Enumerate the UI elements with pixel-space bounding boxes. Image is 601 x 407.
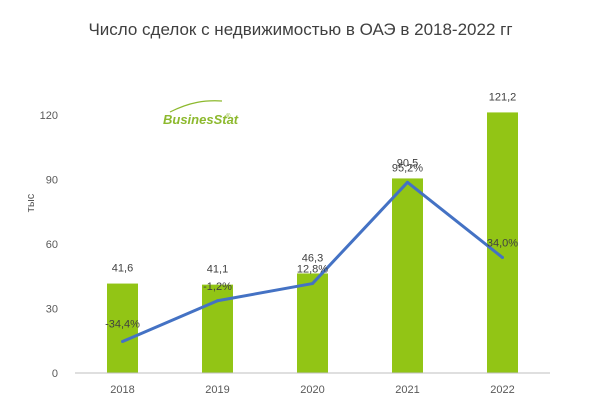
x-tick-label: 2022 bbox=[490, 384, 514, 396]
x-tick-label: 2019 bbox=[205, 384, 229, 396]
y-tick-label: 60 bbox=[46, 239, 58, 251]
growth-point-2022 bbox=[501, 256, 504, 260]
growth-point-2018 bbox=[121, 340, 124, 344]
bar-value-label: 41,1 bbox=[207, 264, 228, 276]
logo-swoosh bbox=[169, 100, 223, 113]
y-tick-label: 0 bbox=[52, 368, 58, 380]
growth-point-2019 bbox=[216, 299, 219, 303]
y-axis-label: тыс bbox=[25, 193, 37, 212]
growth-point-2021 bbox=[406, 180, 409, 184]
y-tick-label: 30 bbox=[46, 304, 58, 316]
bar-2018 bbox=[107, 283, 138, 373]
chart-title: Число сделок с недвижимостью в ОАЭ в 201… bbox=[88, 20, 513, 39]
growth-point-2020 bbox=[311, 282, 314, 286]
growth-value-label: -1,2% bbox=[203, 281, 232, 293]
logo-trademark: ® bbox=[226, 113, 231, 120]
bar-value-label: 41,6 bbox=[112, 263, 133, 275]
growth-value-label: -34,4% bbox=[105, 319, 140, 331]
x-tick-label: 2020 bbox=[300, 384, 324, 396]
x-tick-label: 2021 bbox=[395, 384, 419, 396]
bar-2022 bbox=[487, 112, 518, 374]
bar-value-label: 46,3 bbox=[302, 252, 323, 264]
growth-value-label: 12,8% bbox=[297, 264, 328, 276]
x-tick-label: 2018 bbox=[110, 384, 134, 396]
logo-text: BusinesStat bbox=[163, 112, 239, 127]
bar-value-label: 121,2 bbox=[489, 91, 517, 103]
growth-value-label: 34,0% bbox=[487, 238, 518, 250]
bar-value-label: 90,5 bbox=[397, 157, 418, 169]
growth-value-label: 95,2% bbox=[392, 162, 423, 174]
y-tick-label: 90 bbox=[46, 175, 58, 187]
bar-2020 bbox=[297, 273, 328, 373]
bar-2021 bbox=[392, 178, 423, 373]
businesstat-logo: BusinesStat ® bbox=[163, 100, 239, 127]
y-tick-label: 120 bbox=[40, 110, 58, 122]
